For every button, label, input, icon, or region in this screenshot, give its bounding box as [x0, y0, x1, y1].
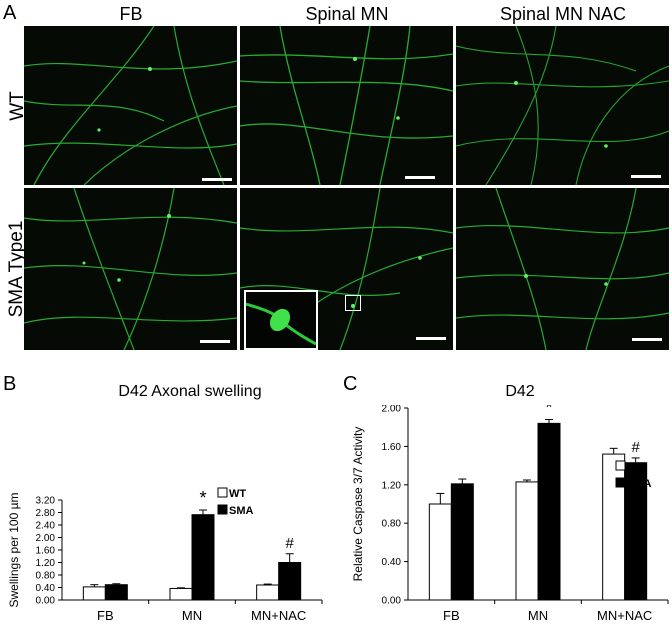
y-tick-label: 2.00 — [382, 405, 402, 415]
bar — [515, 481, 539, 601]
y-tick-label: 0.40 — [36, 583, 56, 594]
legend-label: WT — [627, 461, 644, 473]
significance-marker: * — [199, 488, 206, 508]
y-tick-label: 0.80 — [36, 571, 56, 582]
scale-bar — [202, 178, 232, 181]
chart-b: 0.00 0.400.80 1.201.60 2.002.40 2.803.20 Swel… — [7, 487, 323, 623]
bar — [256, 584, 280, 601]
column-title-spinal-mn-nac: Spinal MN NAC — [499, 4, 627, 24]
y-tick-label: 0.00 — [36, 596, 56, 607]
significance-marker: * — [545, 405, 552, 418]
x-tick-label: MN — [182, 608, 202, 623]
x-tick-label: FB — [97, 608, 114, 623]
y-tick-label: 3.20 — [36, 496, 56, 507]
scale-bar — [416, 337, 446, 340]
x-tick-label: FB — [443, 608, 460, 623]
x-tick-label: MN+NAC — [251, 608, 306, 623]
significance-marker: # — [285, 535, 294, 552]
chart-c: 0.00 0.40 0.80 1.20 1.60 2.00 Relative Caspase… — [351, 405, 669, 623]
micrograph-sma-fb — [24, 188, 237, 350]
micrograph-sma-spinal-mn-nac — [456, 188, 669, 350]
legend-swatch — [217, 504, 228, 515]
micrograph-sma-spinal-mn — [240, 188, 453, 350]
panel-a-letter: A — [3, 2, 17, 24]
bar — [104, 584, 128, 601]
y-axis-label: Relative Caspase 3/7 Activity — [351, 427, 365, 582]
significance-marker: # — [631, 439, 640, 456]
chart-c-title: D42 — [505, 383, 535, 400]
scale-bar — [631, 175, 661, 178]
y-axis-label: Swellings per 100 µm — [7, 493, 21, 608]
legend-swatch — [615, 477, 626, 488]
legend-label: SMA — [229, 505, 254, 517]
legend-swatch — [217, 487, 228, 498]
panel-b-letter: B — [3, 373, 17, 395]
micrograph-wt-fb — [24, 26, 237, 185]
bar — [191, 514, 215, 601]
micrograph-wt-spinal-mn-nac — [456, 26, 669, 185]
column-title-spinal-mn: Spinal MN — [305, 4, 389, 24]
legend-label: SMA — [627, 478, 652, 490]
micrograph-wt-spinal-mn — [240, 26, 453, 185]
x-tick-label: MN+NAC — [597, 608, 652, 623]
bar — [602, 453, 626, 601]
y-tick-label: 1.20 — [36, 558, 56, 569]
y-tick-label: 2.00 — [36, 533, 56, 544]
y-tick-label: 0.80 — [382, 519, 402, 530]
bar — [169, 587, 193, 601]
legend-swatch — [615, 460, 626, 471]
y-tick-label: 1.60 — [36, 546, 56, 557]
x-tick-label: MN — [528, 608, 548, 623]
y-tick-label: 2.80 — [36, 508, 56, 519]
bar — [537, 422, 561, 601]
scale-bar — [632, 338, 662, 341]
bar — [450, 483, 474, 601]
scale-bar — [200, 340, 230, 343]
y-tick-label: 0.00 — [382, 596, 402, 607]
legend-label: WT — [229, 488, 246, 500]
inset-marker-box — [345, 295, 361, 311]
y-tick-label: 2.40 — [36, 521, 56, 532]
y-tick-label: 1.20 — [382, 480, 402, 491]
bar — [278, 562, 302, 601]
y-tick-label: 0.40 — [382, 557, 402, 568]
bar — [428, 503, 452, 601]
y-tick-label: 1.60 — [382, 442, 402, 453]
scale-bar — [405, 176, 435, 179]
panel-c-letter: C — [343, 373, 358, 395]
chart-b-title: D42 Axonal swelling — [118, 383, 262, 400]
bar — [82, 586, 106, 601]
column-title-fb: FB — [119, 4, 143, 24]
inset-zoom — [244, 290, 318, 350]
